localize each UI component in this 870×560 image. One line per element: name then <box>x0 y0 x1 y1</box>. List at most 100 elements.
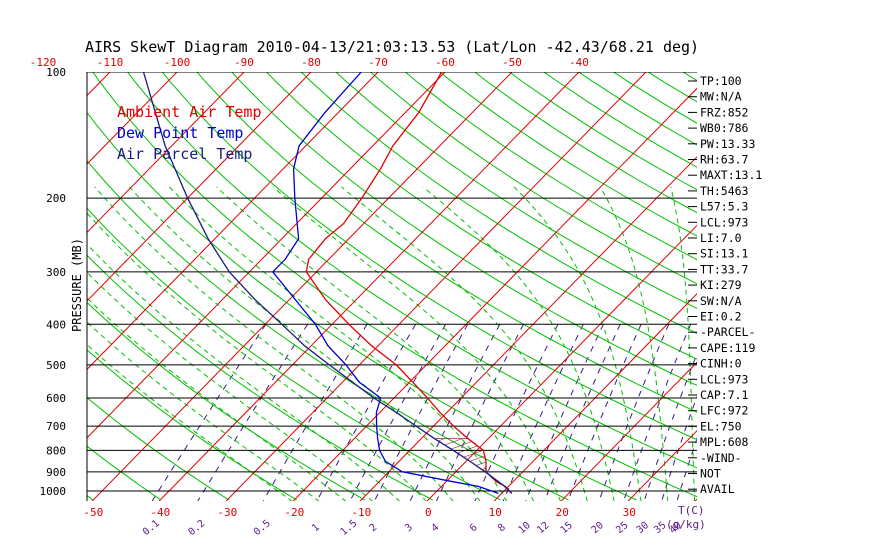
isotherm-line <box>493 293 697 501</box>
index-value: LFC:972 <box>700 404 748 418</box>
isotherm-line <box>87 72 446 439</box>
pressure-tick-label: 600 <box>46 392 66 405</box>
bottom-temp-tick-label: 20 <box>556 506 569 519</box>
isotherm-line <box>225 72 647 501</box>
mixing-ratio-line <box>435 324 524 501</box>
mixing-ratio-tick-label: 0.2 <box>187 518 208 538</box>
top-temp-tick-label: -90 <box>234 56 254 69</box>
dry-adiabat-line <box>369 72 697 285</box>
mixing-ratio-tick-label: 30 <box>635 520 651 536</box>
moist-adiabat-line <box>87 271 374 501</box>
dry-adiabat-line <box>300 72 697 335</box>
background-grid <box>0 53 870 502</box>
top-temp-tick-label: -40 <box>569 56 589 69</box>
index-value: SI:13.1 <box>700 247 749 261</box>
mixing-ratio-tick-label: 6 <box>468 522 480 534</box>
moist-adiabat-line <box>272 186 561 501</box>
index-value: TH:5463 <box>700 184 749 198</box>
legend: Ambient Air Temp Dew Point Temp Air Parcel… <box>117 103 262 163</box>
pressure-axis-label: PRESSURE (MB) <box>70 238 84 332</box>
index-value: AVAIL <box>700 482 735 496</box>
mixing-ratio-tick-label: 15 <box>559 520 575 536</box>
index-value: MW:N/A <box>700 90 742 104</box>
mixing-ratio-tick-label: 4 <box>430 522 442 534</box>
series-line-parcel-temp <box>142 72 513 494</box>
moist-adiabat-line <box>216 186 535 501</box>
dry-adiabat-line <box>0 53 25 500</box>
index-value: LI:7.0 <box>700 231 742 245</box>
index-value: CINH:0 <box>700 357 742 371</box>
index-value: TP:100 <box>700 74 742 88</box>
top-temp-tick-label: -120 <box>30 56 57 69</box>
mixing-ratio-tick-label: 1 <box>310 522 322 534</box>
index-value: CAPE:119 <box>700 341 755 355</box>
index-value: -WIND- <box>700 451 742 465</box>
dry-adiabat-line <box>265 72 697 360</box>
mixing-ratio-tick-label: 25 <box>614 520 630 536</box>
dry-adiabat-line <box>196 72 697 413</box>
index-value: TT:33.7 <box>700 262 749 276</box>
bottom-temp-tick-label: 10 <box>489 506 502 519</box>
moist-adiabat-line <box>513 186 642 501</box>
index-value: L57:5.3 <box>700 200 749 214</box>
mixing-ratio-line <box>623 324 692 501</box>
dry-adiabat-line <box>87 445 162 501</box>
moist-adiabat-line <box>87 243 400 501</box>
index-value: EI:0.2 <box>700 310 742 324</box>
pressure-tick-label: 500 <box>46 359 66 372</box>
mixing-ratio-line <box>316 324 417 501</box>
pressure-tick-label: 900 <box>46 466 66 479</box>
dry-adiabat-line <box>404 72 697 261</box>
isotherm-line <box>359 156 697 501</box>
bottom-temp-unit: T(C) <box>678 504 705 517</box>
bottom-temp-tick-label: 30 <box>623 506 636 519</box>
top-temp-tick-label: -50 <box>502 56 522 69</box>
moist-adiabat-line <box>87 212 427 501</box>
isotherm-line <box>627 429 697 501</box>
mixing-ratio-line <box>349 324 447 501</box>
dry-adiabat-line <box>543 72 697 168</box>
moist-adiabat-line <box>87 344 293 501</box>
index-value: PW:13.33 <box>700 137 755 151</box>
moist-adiabat-line <box>94 186 454 501</box>
isotherm-line <box>91 72 513 501</box>
bottom-temp-tick-label: 0 <box>425 506 432 519</box>
moist-adiabat-line <box>341 186 588 501</box>
isotherm-line <box>762 53 870 502</box>
isotherm-line <box>560 361 697 501</box>
top-temp-tick-label: -70 <box>368 56 388 69</box>
moist-adiabat-line <box>670 186 696 501</box>
index-value: MAXT:13.1 <box>700 168 762 182</box>
legend-entry: Ambient Air Temp <box>117 103 262 121</box>
series-line-dew-point <box>271 72 499 495</box>
index-value: EL:750 <box>700 419 742 433</box>
index-value: LCL:973 <box>700 372 749 386</box>
isotherm-line <box>292 87 697 501</box>
pressure-tick-label: 200 <box>46 192 66 205</box>
moist-adiabat-line <box>128 186 481 501</box>
index-value: CAP:7.1 <box>700 388 749 402</box>
isotherm-line <box>158 72 580 501</box>
index-value: NOT <box>700 467 721 481</box>
index-value: SW:N/A <box>700 294 742 308</box>
bottom-temp-tick-label: -10 <box>351 506 371 519</box>
dry-adiabat-line <box>87 349 297 501</box>
mixing-ratio-axis: 0.1 0.2 0.5 1 1.5 2 3 4 6 8 10 12 15 20 25 30 35 40 <box>141 518 684 538</box>
moist-adiabat-line <box>87 297 347 501</box>
index-value: LCL:973 <box>700 215 749 229</box>
dry-adiabat-line <box>231 72 697 386</box>
bottom-temp-tick-label: -20 <box>284 506 304 519</box>
dry-adiabat-line <box>335 72 697 309</box>
mixing-ratio-line <box>262 324 368 501</box>
mixing-ratio-line <box>151 324 267 501</box>
dry-adiabat-line <box>92 72 697 498</box>
legend-entry: Dew Point Temp <box>117 124 243 142</box>
index-value: KI:279 <box>700 278 742 292</box>
mixing-ratio-line <box>474 324 559 501</box>
isotherm-line <box>87 72 312 302</box>
top-temp-tick-label: -110 <box>97 56 124 69</box>
pressure-tick-label: 700 <box>46 420 66 433</box>
index-value: RH:63.7 <box>700 153 749 167</box>
series-line-ambient-temp <box>305 72 513 494</box>
